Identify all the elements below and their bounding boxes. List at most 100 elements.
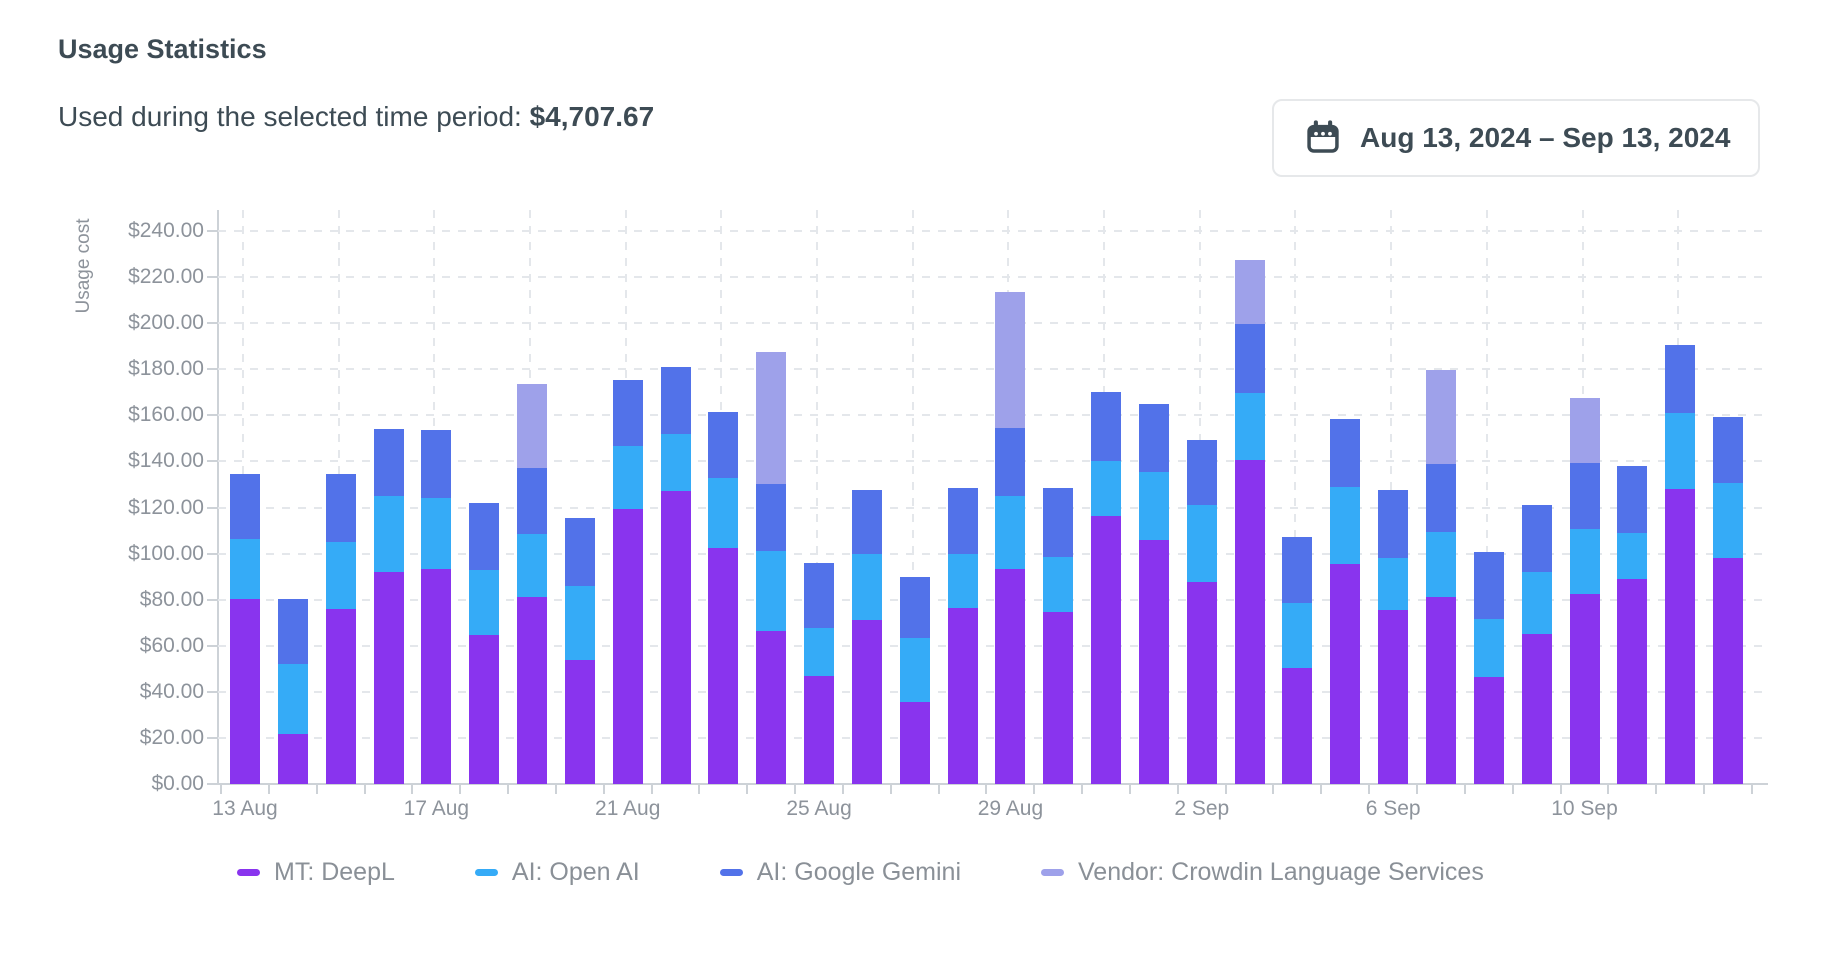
bar-segment-ai-google-gemini[interactable] — [1043, 487, 1074, 558]
bar-segment-ai-open-ai[interactable] — [1426, 531, 1456, 598]
bar-segment-mt-deepl[interactable] — [899, 702, 930, 784]
bar-segment-ai-open-ai[interactable] — [469, 569, 500, 636]
bar-segment-ai-open-ai[interactable] — [756, 551, 787, 631]
bar-segment-ai-open-ai[interactable] — [1186, 505, 1217, 583]
bar-segment-ai-google-gemini[interactable] — [517, 468, 548, 535]
bar-7-sep[interactable] — [1426, 370, 1456, 784]
bar-31-aug[interactable] — [1091, 392, 1122, 784]
bar-segment-ai-google-gemini[interactable] — [325, 474, 356, 543]
bar-segment-ai-open-ai[interactable] — [804, 628, 835, 676]
bar-segment-mt-deepl[interactable] — [1091, 515, 1122, 784]
bar-22-aug[interactable] — [660, 366, 691, 784]
bar-segment-mt-deepl[interactable] — [564, 659, 595, 784]
bar-segment-mt-deepl[interactable] — [277, 734, 308, 784]
bar-segment-vendor-crowdin-language-services[interactable] — [1234, 259, 1265, 325]
bar-segment-ai-google-gemini[interactable] — [995, 428, 1026, 496]
bar-6-sep[interactable] — [1378, 490, 1409, 784]
bar-segment-vendor-crowdin-language-services[interactable] — [517, 384, 548, 469]
bar-segment-ai-open-ai[interactable] — [230, 538, 260, 599]
bar-segment-ai-google-gemini[interactable] — [804, 562, 835, 629]
bar-segment-ai-open-ai[interactable] — [708, 477, 739, 548]
bar-segment-ai-google-gemini[interactable] — [230, 474, 260, 539]
bar-2-sep[interactable] — [1186, 439, 1217, 784]
bar-segment-mt-deepl[interactable] — [804, 675, 835, 784]
bar-segment-ai-open-ai[interactable] — [612, 446, 643, 509]
bar-segment-mt-deepl[interactable] — [1426, 597, 1456, 784]
bar-segment-mt-deepl[interactable] — [851, 620, 882, 784]
legend-item-mt-deepl[interactable]: MT: DeepL — [237, 858, 395, 887]
bar-segment-mt-deepl[interactable] — [469, 635, 500, 784]
bar-4-sep[interactable] — [1282, 537, 1313, 784]
bar-9-sep[interactable] — [1521, 505, 1552, 784]
bar-segment-mt-deepl[interactable] — [1330, 563, 1361, 784]
bar-segment-mt-deepl[interactable] — [1043, 612, 1074, 784]
bar-segment-ai-google-gemini[interactable] — [660, 366, 691, 434]
bar-segment-mt-deepl[interactable] — [1138, 539, 1169, 784]
bar-3-sep[interactable] — [1234, 259, 1265, 784]
bar-segment-ai-open-ai[interactable] — [517, 534, 548, 598]
bar-segment-mt-deepl[interactable] — [1473, 676, 1504, 784]
bar-13-sep[interactable] — [1713, 416, 1744, 784]
bar-19-aug[interactable] — [517, 384, 548, 784]
bar-26-aug[interactable] — [851, 490, 882, 784]
bar-segment-ai-open-ai[interactable] — [1330, 486, 1361, 564]
bar-segment-ai-google-gemini[interactable] — [1426, 463, 1456, 532]
bar-segment-ai-google-gemini[interactable] — [851, 490, 882, 554]
bar-8-sep[interactable] — [1473, 552, 1504, 784]
bar-segment-ai-open-ai[interactable] — [995, 495, 1026, 569]
bar-segment-mt-deepl[interactable] — [947, 607, 978, 784]
bar-segment-ai-google-gemini[interactable] — [1569, 462, 1600, 530]
bar-segment-ai-open-ai[interactable] — [1282, 603, 1313, 668]
bar-segment-ai-google-gemini[interactable] — [1138, 403, 1169, 472]
bar-segment-mt-deepl[interactable] — [995, 568, 1026, 784]
bar-segment-mt-deepl[interactable] — [325, 608, 356, 784]
bar-segment-ai-open-ai[interactable] — [660, 433, 691, 492]
bar-segment-ai-open-ai[interactable] — [1617, 532, 1648, 579]
bar-segment-ai-open-ai[interactable] — [421, 498, 452, 569]
bar-segment-mt-deepl[interactable] — [1569, 593, 1600, 784]
bar-segment-ai-open-ai[interactable] — [1138, 471, 1169, 540]
bar-segment-mt-deepl[interactable] — [660, 491, 691, 784]
bar-segment-ai-open-ai[interactable] — [1665, 413, 1696, 490]
bar-segment-ai-google-gemini[interactable] — [1186, 439, 1217, 506]
bar-segment-mt-deepl[interactable] — [421, 568, 452, 784]
bar-27-aug[interactable] — [899, 576, 930, 784]
bar-25-aug[interactable] — [804, 562, 835, 784]
bar-segment-ai-open-ai[interactable] — [373, 496, 404, 573]
bar-segment-ai-open-ai[interactable] — [277, 664, 308, 735]
bar-segment-ai-open-ai[interactable] — [1713, 483, 1744, 559]
bar-segment-ai-google-gemini[interactable] — [1473, 552, 1504, 620]
bar-segment-ai-open-ai[interactable] — [1091, 461, 1122, 516]
bar-segment-ai-open-ai[interactable] — [851, 553, 882, 621]
bar-segment-vendor-crowdin-language-services[interactable] — [756, 352, 787, 485]
bar-segment-ai-open-ai[interactable] — [1378, 558, 1409, 611]
bar-segment-mt-deepl[interactable] — [1234, 460, 1265, 784]
bar-segment-ai-google-gemini[interactable] — [708, 411, 739, 478]
bar-28-aug[interactable] — [947, 487, 978, 784]
date-range-picker[interactable]: Aug 13, 2024 – Sep 13, 2024 — [1272, 99, 1760, 177]
bar-segment-ai-google-gemini[interactable] — [947, 487, 978, 554]
bar-segment-ai-google-gemini[interactable] — [1282, 537, 1313, 604]
bar-segment-ai-google-gemini[interactable] — [1378, 490, 1409, 559]
bar-18-aug[interactable] — [469, 502, 500, 784]
bar-segment-ai-open-ai[interactable] — [1569, 529, 1600, 594]
bar-21-aug[interactable] — [612, 379, 643, 784]
bar-segment-ai-google-gemini[interactable] — [1617, 466, 1648, 533]
bar-segment-ai-google-gemini[interactable] — [373, 429, 404, 496]
bar-1-sep[interactable] — [1138, 403, 1169, 784]
bar-20-aug[interactable] — [564, 517, 595, 784]
bar-segment-mt-deepl[interactable] — [517, 597, 548, 784]
bar-segment-ai-google-gemini[interactable] — [612, 379, 643, 447]
bar-segment-ai-open-ai[interactable] — [947, 553, 978, 608]
bar-24-aug[interactable] — [756, 352, 787, 784]
bar-segment-mt-deepl[interactable] — [1378, 610, 1409, 784]
bar-segment-ai-google-gemini[interactable] — [564, 517, 595, 586]
bar-segment-ai-google-gemini[interactable] — [1091, 392, 1122, 462]
bar-segment-mt-deepl[interactable] — [708, 547, 739, 784]
bar-segment-mt-deepl[interactable] — [612, 508, 643, 784]
bar-segment-ai-open-ai[interactable] — [1234, 393, 1265, 461]
bar-5-sep[interactable] — [1330, 418, 1361, 784]
bar-30-aug[interactable] — [1043, 487, 1074, 784]
bar-11-sep[interactable] — [1617, 466, 1648, 784]
bar-segment-mt-deepl[interactable] — [1713, 558, 1744, 784]
